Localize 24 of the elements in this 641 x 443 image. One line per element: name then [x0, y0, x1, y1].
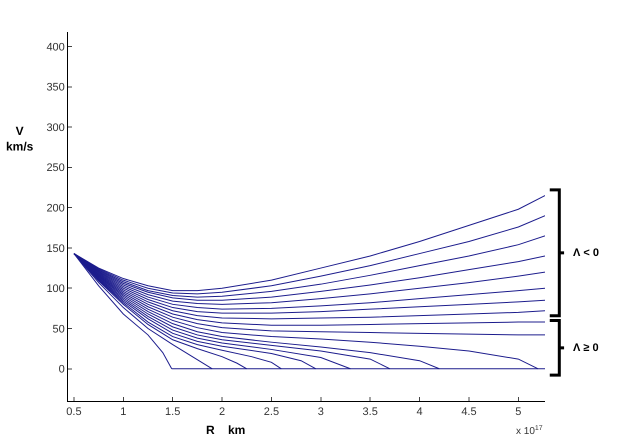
y-tick-label: 150	[46, 242, 65, 255]
x-tick-label: 4.5	[461, 406, 477, 418]
x-tick-label: 4	[416, 406, 423, 418]
y-tick-label: 200	[46, 202, 65, 214]
x-tick-label: 2.5	[264, 406, 280, 418]
y-tick-label: 250	[46, 162, 65, 174]
x-axis-title: R km	[206, 423, 246, 437]
text: Λ ≥ 0	[573, 342, 599, 354]
text: x 10$^{17}$	[516, 425, 543, 438]
x-tick-label: 3.5	[362, 406, 378, 418]
x-tick-label: 2	[218, 406, 226, 418]
x-tick-label: 1.5	[165, 406, 180, 418]
y-tick-label: 0	[58, 364, 65, 376]
y-tick-label: 350	[46, 82, 65, 94]
y-axis-title: V km/s	[6, 124, 34, 154]
x-tick-label: 5	[515, 406, 522, 418]
y-tick-label: 50	[52, 323, 65, 336]
x-tick-label: 3	[318, 406, 324, 418]
text: Λ < 0	[573, 247, 599, 259]
y-tick-label: 100	[46, 283, 65, 296]
y-tick-label: 300	[46, 122, 65, 134]
x-tick-label: 0.5	[66, 406, 82, 418]
x-tick-label: 1	[120, 406, 126, 418]
y-tick-label: 400	[46, 41, 65, 54]
